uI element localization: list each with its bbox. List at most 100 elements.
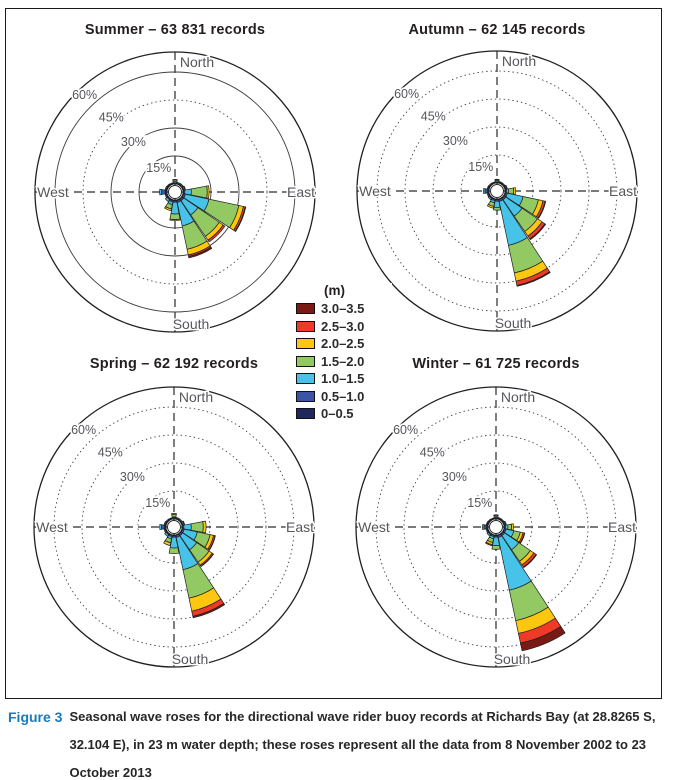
petal-S-class3 (493, 206, 501, 211)
compass-label-south: South (494, 651, 531, 667)
petal-S-class3 (491, 544, 501, 550)
wave-rose-spring: 15% 30% 45% 60% North East South West (29, 382, 319, 672)
radial-tick-label-15: 15% (146, 161, 171, 175)
outer-circle (356, 50, 638, 332)
wave-rose-chart-spring: 15%30% 45%60% North East South West (33, 386, 316, 669)
grid-ring-15 (138, 155, 212, 229)
panel-title-spring: Spring – 62 192 records (89, 356, 259, 372)
compass-label-north: North (502, 53, 536, 69)
grid-ring-30 (110, 127, 240, 257)
radial-tick-label-30: 30% (120, 470, 145, 484)
grid-ring-30 (109, 462, 239, 592)
petal-NNW-class2 (168, 517, 173, 520)
compass-label-south: South (495, 315, 532, 331)
petal-NNW-class2 (491, 181, 496, 185)
petal-W-class1 (160, 524, 165, 530)
legend-entry-label: 2.5–3.0 (321, 318, 365, 334)
petal-ESE-class6 (208, 535, 216, 551)
legend-entry: 2.0–2.5 (296, 336, 392, 351)
radial-tick-label-60: 60% (71, 423, 96, 437)
legend-color-swatch (296, 390, 315, 402)
petal-SSW-class4 (164, 206, 172, 212)
petal-SE-class6 (523, 554, 537, 568)
radial-tick-label-45: 45% (98, 446, 123, 460)
petal-N-class4 (494, 178, 500, 181)
petal-ESE-class6 (520, 532, 526, 544)
legend-entry: 0.5–1.0 (296, 389, 392, 404)
outer-circle (33, 386, 315, 668)
petal-SSW-class5 (485, 541, 493, 547)
panel-title-winter: Winter – 61 725 records (412, 356, 580, 372)
wave-rose-chart-autumn: 15%30% 45%60% North East South West (356, 50, 639, 333)
legend-entry-label: 3.0–3.5 (321, 301, 365, 316)
compass-label-east: East (608, 519, 636, 535)
legend-color-swatch (296, 355, 315, 367)
grid-ring-45 (81, 434, 267, 620)
legend-color-swatch (296, 320, 315, 332)
legend-entry-label: 2.0–2.5 (321, 336, 365, 351)
petal-SSE-class6 (520, 626, 566, 652)
wave-rose-summer: 15% 30% 45% 60% North East South West (30, 47, 320, 337)
legend-entry-label: 1.0–1.5 (321, 371, 365, 386)
compass-label-north: North (180, 54, 214, 70)
grid-ring-45 (82, 99, 268, 285)
compass-label-north: North (501, 389, 535, 405)
legend-title: (m) (324, 283, 345, 298)
petal-W-class2 (483, 188, 486, 194)
panel-title-autumn: Autumn – 62 145 records (408, 22, 586, 38)
compass-label-west: West (36, 519, 68, 535)
grid-ring-30 (432, 126, 562, 256)
petal-N-class4 (493, 514, 499, 516)
grid-ring-60 (376, 70, 618, 312)
center-hole (167, 520, 181, 534)
radial-tick-label-30: 30% (121, 135, 146, 149)
legend-entry-label: 0.5–1.0 (321, 388, 365, 404)
legend-entry: 2.5–3.0 (296, 319, 392, 334)
petal-SSW-class4 (163, 540, 172, 546)
compass-label-east: East (286, 519, 314, 535)
petal-N-class4 (171, 513, 177, 516)
figure-caption-label: Figure 3 (8, 709, 63, 725)
outer-circle (34, 51, 316, 333)
legend-entry-label: 1.5–2.0 (321, 353, 365, 369)
petal-ESE-class6 (537, 200, 547, 219)
petal-NNW-class2 (169, 182, 174, 185)
grid-ring-15 (459, 490, 533, 564)
radial-tick-label-45: 45% (99, 111, 124, 125)
petal-SSE-class6 (188, 246, 213, 259)
radial-tick-label-30: 30% (442, 470, 467, 484)
grid-ring-45 (404, 98, 590, 284)
radial-tick-label-60: 60% (394, 87, 419, 101)
petal-NNW-class2 (490, 517, 495, 521)
petal-W-class1 (161, 189, 166, 195)
petal-SE-class6 (200, 553, 214, 567)
petal-W-class2 (159, 188, 162, 196)
figure-caption-text: Seasonal wave roses for the directional … (69, 709, 656, 780)
petal-S-class4 (169, 218, 181, 221)
grid-ring-45 (403, 434, 589, 620)
compass-label-west: West (359, 183, 391, 199)
center-hole (490, 184, 504, 198)
compass-label-east: East (287, 184, 315, 200)
petal-W-class2 (159, 524, 162, 530)
wave-rose-winter: 15% 30% 45% 60% North East South West (351, 382, 641, 672)
petal-S-class3 (168, 547, 180, 555)
panel-title-summer: Summer – 63 831 records (84, 22, 266, 38)
petal-N-class4 (172, 178, 178, 181)
radial-tick-label-45: 45% (420, 446, 445, 460)
legend-color-swatch (296, 303, 315, 314)
compass-label-south: South (173, 316, 210, 332)
wave-height-legend: (m) 3.0–3.5 2.5–3.0 2.0–2.5 1.5–2.0 1.0–1.5 0… (296, 283, 392, 424)
legend-color-swatch (296, 408, 315, 419)
grid-ring-15 (137, 490, 211, 564)
figure-caption: Figure 3 Seasonal wave roses for the dir… (8, 703, 664, 780)
petal-ESE-class6 (234, 206, 247, 232)
petal-SE-class5 (207, 224, 226, 243)
radial-tick-label-45: 45% (421, 110, 446, 124)
radial-tick-label-15: 15% (467, 496, 492, 510)
radial-tick-label-60: 60% (393, 423, 418, 437)
grid-ring-60 (53, 406, 295, 648)
petal-SSE-class6 (516, 271, 551, 287)
petal-SSE-class6 (192, 603, 225, 619)
